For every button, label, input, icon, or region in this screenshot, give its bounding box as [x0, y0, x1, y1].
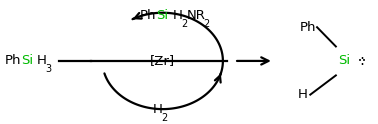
- Text: 2: 2: [203, 19, 209, 29]
- Text: H: H: [173, 9, 183, 22]
- Text: Si: Si: [338, 54, 350, 67]
- Text: 3: 3: [45, 64, 51, 74]
- Text: H: H: [153, 103, 163, 116]
- Text: [Zr]: [Zr]: [150, 54, 175, 67]
- Text: Ph: Ph: [300, 21, 317, 34]
- Text: NR: NR: [187, 9, 206, 22]
- Text: ••: ••: [358, 58, 367, 64]
- Text: 2: 2: [181, 19, 187, 29]
- Text: Si: Si: [156, 9, 169, 22]
- Text: Si: Si: [21, 54, 33, 67]
- Text: Ph: Ph: [140, 9, 156, 22]
- Text: 2: 2: [161, 113, 167, 123]
- Text: H: H: [298, 88, 308, 101]
- Text: H: H: [37, 54, 47, 67]
- Text: Ph: Ph: [5, 54, 21, 67]
- Text: :: :: [359, 53, 365, 68]
